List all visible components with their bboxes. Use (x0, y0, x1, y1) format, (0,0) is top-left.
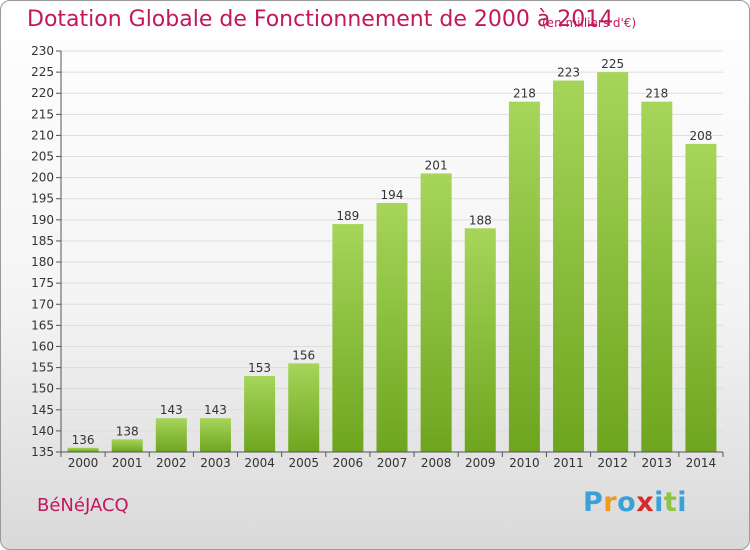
x-tick-label: 2002 (156, 456, 187, 470)
y-tick-label: 170 (31, 297, 54, 311)
bar-value-label: 223 (557, 66, 580, 80)
bar (685, 143, 717, 452)
y-tick-label: 145 (31, 403, 54, 417)
chart-title: Dotation Globale de Fonctionnement de 20… (27, 7, 614, 32)
logo-letter: r (603, 487, 618, 518)
bar-value-label: 136 (72, 433, 95, 447)
bar-value-label: 156 (292, 348, 315, 362)
logo-letter: o (617, 487, 637, 518)
y-tick-label: 220 (31, 86, 54, 100)
bar-value-label: 143 (160, 403, 183, 417)
bar-value-label: 189 (336, 209, 359, 223)
x-tick-label: 2004 (244, 456, 275, 470)
y-tick-label: 150 (31, 382, 54, 396)
y-tick-label: 160 (31, 339, 54, 353)
bar-value-label: 153 (248, 361, 271, 375)
chart-subtitle: (en milliers d'€) (542, 16, 637, 30)
bar (155, 418, 187, 452)
bar-value-label: 225 (601, 57, 624, 71)
y-tick-label: 225 (31, 65, 54, 79)
bar (376, 202, 408, 452)
bar (508, 101, 540, 452)
y-tick-label: 230 (31, 44, 54, 58)
bars (67, 72, 717, 453)
logo-letter: t (663, 487, 678, 518)
y-tick-label: 205 (31, 150, 54, 164)
bar-value-label: 208 (689, 129, 712, 143)
x-tick-label: 2014 (686, 456, 717, 470)
bar (553, 80, 585, 453)
x-tick-label: 2006 (333, 456, 364, 470)
bar (244, 376, 276, 452)
y-tick-label: 185 (31, 234, 54, 248)
y-tick-label: 165 (31, 318, 54, 332)
bar-value-label: 143 (204, 403, 227, 417)
logo-letter: i (654, 487, 664, 518)
bar-value-label: 138 (116, 424, 139, 438)
logo-letter: x (636, 487, 655, 518)
bar (67, 447, 99, 452)
bar (332, 224, 364, 452)
x-tick-label: 2013 (642, 456, 673, 470)
logo-letter: P (583, 487, 604, 518)
bar (464, 228, 496, 452)
bar (199, 418, 231, 452)
bar-value-label: 218 (513, 87, 536, 101)
x-tick-label: 2010 (509, 456, 540, 470)
bar (420, 173, 452, 452)
x-tick-label: 2007 (377, 456, 408, 470)
bar-value-label: 188 (469, 213, 492, 227)
commune-name: BéNéJACQ (37, 495, 129, 516)
x-tick-label: 2012 (597, 456, 628, 470)
x-tick-label: 2000 (68, 456, 99, 470)
bar (111, 439, 143, 452)
x-tick-label: 2001 (112, 456, 143, 470)
y-tick-label: 140 (31, 424, 54, 438)
axes: 135 140 145 150 155 160 165 170 175 180 185 190 195 2… (31, 44, 724, 470)
y-tick-label: 175 (31, 276, 54, 290)
y-tick-label: 215 (31, 107, 54, 121)
y-tick-label: 210 (31, 128, 54, 142)
bar (597, 72, 629, 453)
bar-value-label: 218 (645, 87, 668, 101)
x-tick-label: 2005 (288, 456, 319, 470)
y-tick-label: 155 (31, 361, 54, 375)
y-tick-label: 180 (31, 255, 54, 269)
y-tick-label: 195 (31, 192, 54, 206)
bar (641, 101, 673, 452)
bar (288, 363, 320, 452)
proxiti-logo: Proxiti (583, 487, 687, 518)
x-tick-label: 2011 (553, 456, 584, 470)
bar-value-label: 194 (381, 188, 404, 202)
x-tick-label: 2009 (465, 456, 496, 470)
logo-letter: i (677, 487, 688, 518)
y-tick-label: 135 (31, 445, 54, 459)
x-tick-label: 2003 (200, 456, 231, 470)
labels: 136 138 143 143 153 156 189 194 201 188 218 223 225 2… (72, 57, 713, 447)
bar-value-label: 201 (425, 158, 448, 172)
x-tick-label: 2008 (421, 456, 452, 470)
y-tick-label: 200 (31, 171, 54, 185)
y-tick-label: 190 (31, 213, 54, 227)
